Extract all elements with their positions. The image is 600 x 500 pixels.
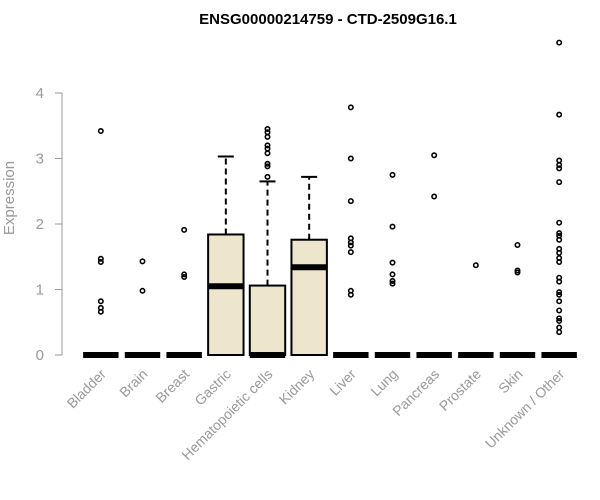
box-rect (248, 284, 287, 357)
outlier-point (347, 242, 354, 249)
outlier-point (264, 160, 271, 167)
outlier-point (97, 258, 104, 265)
outlier-point (264, 129, 271, 136)
outlier-point (389, 277, 396, 284)
y-tick-label: 0 (36, 347, 44, 364)
x-tick-label: Liver (326, 366, 359, 399)
outlier-point (556, 165, 563, 172)
outlier-point (556, 324, 563, 331)
y-axis: 0 1 2 3 4 (36, 85, 63, 364)
y-tick-label: 3 (36, 151, 44, 168)
x-tick-label: Breast (152, 366, 192, 406)
outlier-point (347, 249, 354, 256)
outlier-point (97, 308, 104, 315)
x-tick-label: Brain (116, 366, 150, 400)
outlier-point (181, 271, 188, 278)
outlier-point (556, 249, 563, 256)
outlier-point (264, 145, 271, 152)
outlier-point (431, 152, 438, 159)
box-breast (166, 226, 202, 358)
outlier-point (347, 198, 354, 205)
outlier-point (556, 162, 563, 169)
y-tick-label: 2 (36, 216, 44, 233)
box-liver (333, 104, 369, 358)
y-axis-label: Expression (1, 161, 18, 235)
outlier-point (389, 223, 396, 230)
chart-title: ENSG00000214759 - CTD-2509G16.1 (199, 11, 457, 28)
outlier-point (556, 298, 563, 305)
box-kidney (290, 175, 328, 356)
x-tick-label: Skin (495, 366, 526, 397)
outlier-point (556, 157, 563, 164)
outlier-point (347, 155, 354, 162)
boxes-group (83, 39, 577, 358)
outlier-point (556, 39, 563, 46)
outlier-point (264, 150, 271, 157)
box-bladder (83, 127, 119, 358)
outlier-point (97, 298, 104, 305)
outlier-point (139, 287, 146, 294)
outlier-point (389, 171, 396, 178)
box-unknown-other (541, 39, 577, 358)
x-tick-label: Bladder (64, 366, 110, 412)
outlier-point (556, 329, 563, 336)
outlier-point (389, 259, 396, 266)
box-brain (124, 258, 161, 358)
outlier-point (181, 226, 188, 233)
outlier-point (556, 317, 563, 324)
x-tick-label: Kidney (276, 366, 318, 408)
outlier-point (264, 133, 271, 140)
outlier-point (264, 126, 271, 133)
outlier-point (139, 258, 146, 265)
outlier-point (556, 291, 563, 298)
box-prostate (458, 262, 494, 358)
outlier-point (347, 291, 354, 298)
y-tick-label: 4 (36, 85, 44, 102)
box-skin (499, 241, 536, 358)
y-tick-label: 1 (36, 282, 44, 299)
box-gastric (207, 155, 245, 356)
box-rect (207, 233, 245, 356)
outlier-point (556, 230, 563, 237)
x-tick-label: Lung (367, 366, 400, 399)
outlier-point (556, 307, 563, 314)
outlier-point (472, 262, 479, 269)
outlier-point (389, 280, 396, 287)
outlier-point (556, 315, 563, 322)
box-rect (290, 238, 328, 356)
outlier-point (514, 269, 521, 276)
outlier-point (556, 258, 563, 265)
outlier-point (347, 239, 354, 246)
x-tick-label: Unknown / Other (482, 366, 568, 452)
outlier-point (556, 219, 563, 226)
outlier-point (431, 193, 438, 200)
outlier-point (97, 127, 104, 134)
outlier-point (389, 271, 396, 278)
outlier-point (556, 236, 563, 243)
outlier-point (264, 173, 271, 180)
outlier-point (264, 142, 271, 149)
outlier-point (556, 278, 563, 285)
outlier-point (347, 104, 354, 111)
outlier-point (514, 241, 521, 248)
outlier-point (264, 163, 271, 170)
x-tick-label: Prostate (436, 366, 484, 414)
outlier-point (181, 274, 188, 281)
box-pancreas (416, 152, 452, 358)
outlier-point (556, 179, 563, 186)
outlier-point (556, 289, 563, 296)
box-hematopoietic-cells (248, 126, 287, 358)
outlier-point (556, 111, 563, 118)
box-lung (374, 171, 411, 358)
outlier-point (97, 255, 104, 262)
